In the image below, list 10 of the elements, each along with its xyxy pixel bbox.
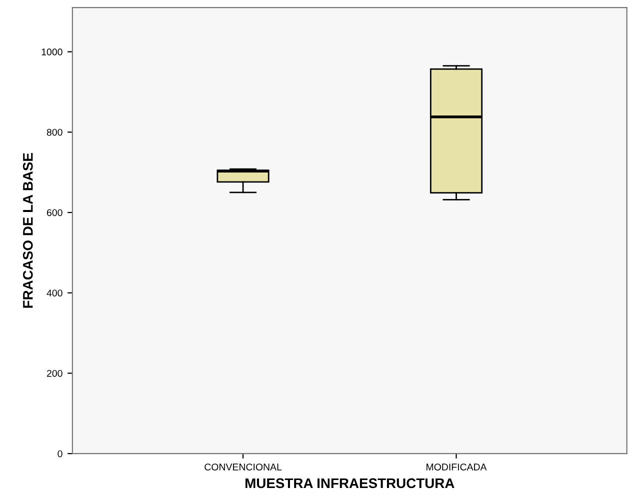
y-tick-label: 600 bbox=[47, 209, 62, 216]
x-tick-label: CONVENCIONAL bbox=[204, 464, 282, 470]
x-tick-label: MODIFICADA bbox=[426, 464, 487, 470]
y-tick-label: 800 bbox=[46, 128, 62, 136]
y-tick-label: 0 bbox=[58, 450, 62, 458]
x-axis-title: MUESTRA INFRAESTRUCTURA bbox=[246, 478, 454, 488]
y-axis-title: FRACASO DE LA BASE bbox=[22, 153, 33, 308]
y-tick-label: 1000 bbox=[42, 48, 62, 56]
y-tick-label: 200 bbox=[47, 370, 62, 377]
y-tick-label: 400 bbox=[46, 290, 62, 296]
